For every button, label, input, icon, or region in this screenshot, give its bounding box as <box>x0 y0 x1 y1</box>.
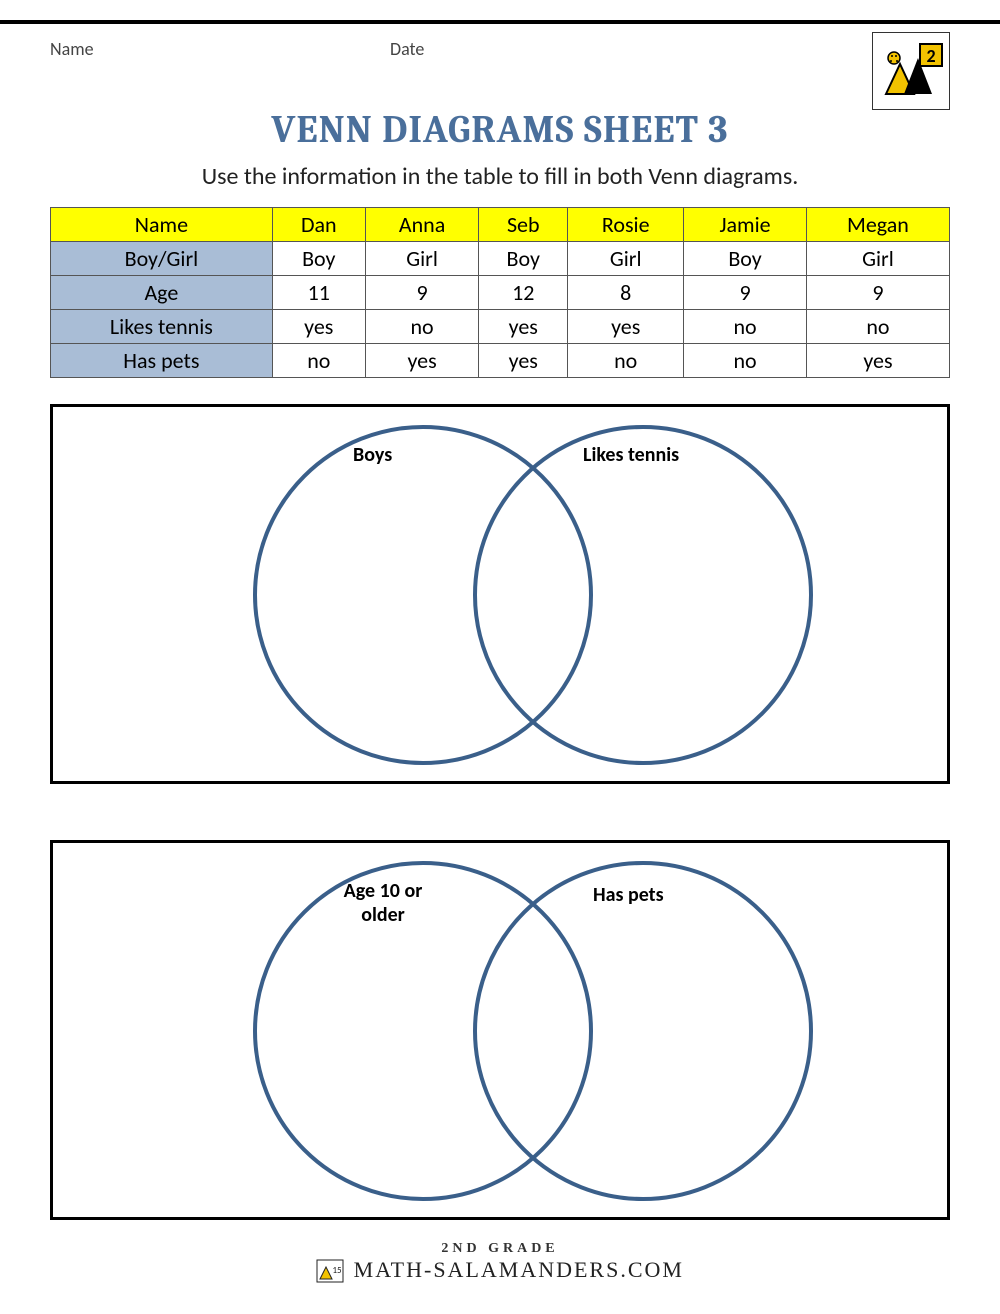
table-cell: no <box>272 344 365 378</box>
table-cell: Boy <box>684 242 807 276</box>
table-header: Jamie <box>684 208 807 242</box>
table-row: Has pets no yes yes no no yes <box>51 344 950 378</box>
table-cell: 8 <box>568 276 684 310</box>
table-cell: no <box>568 344 684 378</box>
venn2-right-label: Has pets <box>593 883 664 907</box>
table-cell: no <box>806 310 949 344</box>
venn-diagram-2: Age 10 or older Has pets <box>50 840 950 1220</box>
table-row: Likes tennis yes no yes yes no no <box>51 310 950 344</box>
table-cell: no <box>684 310 807 344</box>
footer-grade: 2ND GRADE <box>0 1241 1000 1257</box>
footer-site: MATH-SALAMANDERS.COM <box>354 1257 684 1282</box>
header-row: Name Date 2 <box>50 32 950 102</box>
data-table: Name Dan Anna Seb Rosie Jamie Megan Boy/… <box>50 207 950 378</box>
venn1-right-label: Likes tennis <box>583 443 679 467</box>
table-cell: yes <box>806 344 949 378</box>
row-header: Age <box>51 276 273 310</box>
page-subtitle: Use the information in the table to fill… <box>50 162 950 191</box>
table-cell: yes <box>272 310 365 344</box>
row-header: Likes tennis <box>51 310 273 344</box>
table-cell: yes <box>479 310 568 344</box>
table-header-row: Name Dan Anna Seb Rosie Jamie Megan <box>51 208 950 242</box>
table-header: Megan <box>806 208 949 242</box>
table-header: Anna <box>365 208 479 242</box>
footer: 2ND GRADE 15 MATH-SALAMANDERS.COM <box>0 1241 1000 1288</box>
table-cell: yes <box>479 344 568 378</box>
table-cell: 9 <box>684 276 807 310</box>
table-cell: no <box>365 310 479 344</box>
page-title: VENN DIAGRAMS SHEET 3 <box>50 108 950 152</box>
table-cell: 9 <box>806 276 949 310</box>
table-cell: Girl <box>806 242 949 276</box>
table-cell: 11 <box>272 276 365 310</box>
table-cell: Girl <box>568 242 684 276</box>
svg-text:15: 15 <box>332 1265 342 1276</box>
table-row: Age 11 9 12 8 9 9 <box>51 276 950 310</box>
venn-diagram-1: Boys Likes tennis <box>50 404 950 784</box>
table-cell: no <box>684 344 807 378</box>
table-header: Rosie <box>568 208 684 242</box>
table-cell: Boy <box>479 242 568 276</box>
venn1-left-label: Boys <box>353 443 392 467</box>
table-header: Dan <box>272 208 365 242</box>
name-label: Name <box>50 38 94 60</box>
table-cell: Girl <box>365 242 479 276</box>
table-header: Name <box>51 208 273 242</box>
logo-grade-number: 2 <box>926 45 935 67</box>
brand-logo: 2 <box>872 32 950 110</box>
table-row: Boy/Girl Boy Girl Boy Girl Boy Girl <box>51 242 950 276</box>
footer-logo-icon: 15 <box>316 1259 344 1288</box>
table-cell: 9 <box>365 276 479 310</box>
row-header: Has pets <box>51 344 273 378</box>
venn2-circle-right <box>473 861 813 1201</box>
table-cell: Boy <box>272 242 365 276</box>
top-rule <box>0 20 1000 24</box>
table-cell: 12 <box>479 276 568 310</box>
venn2-left-label: Age 10 or older <box>323 879 443 927</box>
table-cell: yes <box>365 344 479 378</box>
table-cell: yes <box>568 310 684 344</box>
venn1-circle-right <box>473 425 813 765</box>
page-body: Name Date 2 VENN DIAGRAMS SHEET 3 Use th… <box>0 32 1000 1220</box>
date-label: Date <box>390 38 424 60</box>
table-header: Seb <box>479 208 568 242</box>
row-header: Boy/Girl <box>51 242 273 276</box>
